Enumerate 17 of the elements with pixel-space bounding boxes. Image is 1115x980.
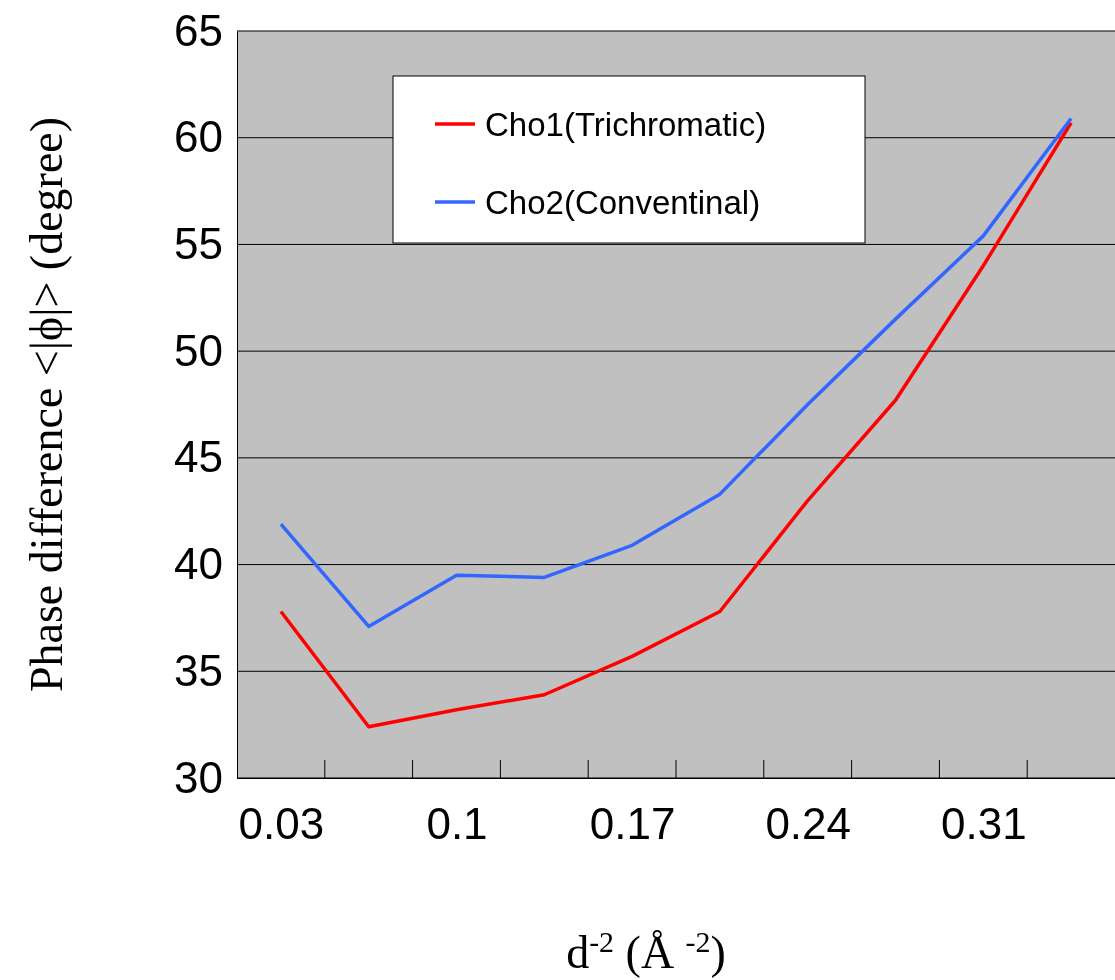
x-tick-label: 0.17: [589, 799, 676, 849]
x-tick-label: 0.1: [426, 799, 488, 849]
y-tick-label: 65: [174, 5, 223, 55]
y-tick-label: 40: [174, 539, 223, 589]
y-tick-label: 60: [174, 112, 223, 162]
y-tick-label: 50: [174, 325, 223, 375]
x-tick-label: 0.24: [765, 799, 852, 849]
y-tick-label: 35: [174, 645, 223, 695]
y-tick-label: 55: [174, 219, 223, 269]
x-tick-label: 0.31: [940, 799, 1027, 849]
y-tick-label: 30: [174, 752, 223, 802]
y-tick-label: 45: [174, 432, 223, 482]
x-axis-title: d$^{-2}$ (Å $^{-2}$): [566, 924, 726, 978]
x-tick-label: 0.03: [238, 799, 325, 849]
legend-label: Cho1(Trichromatic): [485, 106, 767, 143]
y-axis-title: Phase difference <|ϕ|> (degree): [21, 116, 72, 693]
legend-label: Cho2(Conventinal): [485, 184, 761, 221]
